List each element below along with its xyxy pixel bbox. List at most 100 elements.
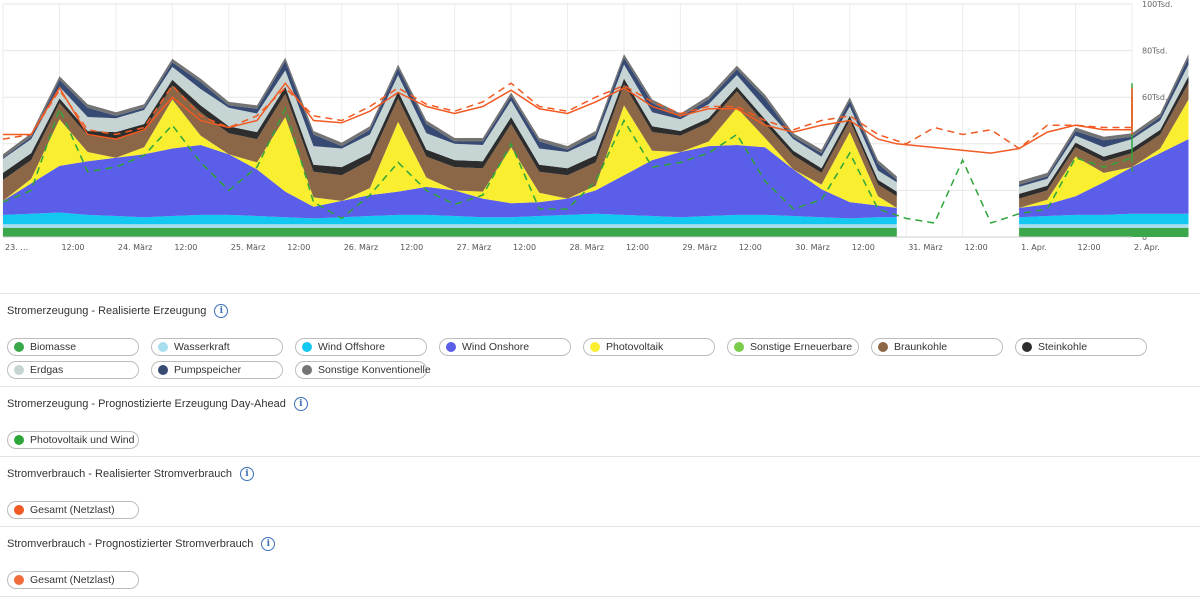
legend-chip[interactable]: Wind Onshore: [439, 338, 571, 356]
legend-chip[interactable]: Sonstige Erneuerbare: [727, 338, 859, 356]
area-steinkohle: [1019, 76, 1189, 199]
legend-chip[interactable]: Sonstige Konventionelle: [295, 361, 431, 379]
x-tick-label: 12:00: [739, 243, 762, 252]
color-dot-icon: [1022, 342, 1032, 352]
info-icon[interactable]: i: [214, 304, 229, 318]
chip-label: Wind Offshore: [318, 341, 385, 353]
chip-label: Wind Onshore: [462, 341, 530, 353]
chart-svg: 020Tsd.40Tsd.60Tsd.80Tsd.100Tsd.23. …12:…: [2, 0, 1189, 252]
legend-chip[interactable]: Gesamt (Netzlast): [7, 571, 139, 589]
line-gesamt-netzlast-prognose: [2, 82, 1133, 150]
color-dot-icon: [14, 365, 24, 375]
area-braunkohle: [3, 84, 897, 208]
x-tick-label: 12:00: [61, 243, 84, 252]
section-title: Stromerzeugung - Prognostizierte Erzeugu…: [7, 398, 286, 410]
section-header: Stromverbrauch - Realisierter Stromverbr…: [7, 467, 254, 481]
area-braunkohle: [1019, 83, 1189, 208]
x-tick-label: 29. März: [682, 243, 717, 252]
area-wind-offshore: [1019, 213, 1189, 225]
color-dot-icon: [158, 365, 168, 375]
chip-label: Photovoltaik: [606, 341, 664, 353]
section-header: Stromerzeugung - Realisierte Erzeugung i: [7, 304, 229, 318]
area-sonstige-konventionelle: [1019, 54, 1189, 185]
info-icon[interactable]: i: [261, 537, 276, 551]
legend-chip[interactable]: Wind Offshore: [295, 338, 427, 356]
color-dot-icon: [14, 575, 24, 585]
x-tick-label: 12:00: [174, 243, 197, 252]
chip-label: Steinkohle: [1038, 341, 1088, 353]
legend-section: Stromverbrauch - Prognostizierter Stromv…: [0, 526, 1200, 596]
info-icon[interactable]: i: [293, 397, 308, 411]
x-tick-label: 12:00: [626, 243, 649, 252]
x-tick-label: 25. März: [231, 243, 266, 252]
color-dot-icon: [590, 342, 600, 352]
legend-section: Stromverbrauch - Realisierter Stromverbr…: [0, 456, 1200, 526]
chip-label: Sonstige Konventionelle: [318, 364, 431, 376]
x-tick-label: 24. März: [118, 243, 153, 252]
section-header: Stromverbrauch - Prognostizierter Stromv…: [7, 537, 276, 551]
info-icon[interactable]: i: [239, 467, 254, 481]
x-tick-label: 1. Apr.: [1021, 243, 1047, 252]
x-tick-label: 12:00: [513, 243, 536, 252]
section-title: Stromverbrauch - Realisierter Stromverbr…: [7, 468, 232, 480]
line-gesamt-netzlast-: [3, 81, 1133, 154]
area-wind-offshore: [3, 212, 897, 225]
section-header: Stromerzeugung - Prognostizierte Erzeugu…: [7, 397, 308, 411]
x-tick-label: 12:00: [852, 243, 875, 252]
bottom-divider: [0, 596, 1200, 597]
area-biomasse: [3, 227, 897, 237]
legend-chip[interactable]: Biomasse: [7, 338, 139, 356]
y-tick-label: 80Tsd.: [1142, 47, 1168, 56]
section-title: Stromerzeugung - Realisierte Erzeugung: [7, 305, 207, 317]
color-dot-icon: [446, 342, 456, 352]
x-tick-label: 12:00: [287, 243, 310, 252]
x-tick-label: 2. Apr.: [1134, 243, 1160, 252]
x-tick-label: 30. März: [795, 243, 830, 252]
area-wasserkraft: [1019, 224, 1189, 228]
area-wind-onshore: [3, 145, 897, 219]
chip-label: Braunkohle: [894, 341, 948, 353]
legend-chip[interactable]: Photovoltaik und Wind: [7, 431, 139, 449]
chip-label: Gesamt (Netzlast): [30, 574, 115, 586]
x-tick-label: 12:00: [1078, 243, 1101, 252]
x-tick-label: 12:00: [400, 243, 423, 252]
legend-section: Stromerzeugung - Realisierte Erzeugung i B…: [0, 293, 1200, 386]
y-tick-label: 100Tsd.: [1142, 0, 1173, 9]
chip-label: Erdgas: [30, 364, 64, 376]
area-photovoltaik: [1019, 99, 1189, 208]
x-tick-label: 23. …: [5, 243, 28, 252]
legend-chip[interactable]: Steinkohle: [1015, 338, 1147, 356]
x-tick-label: 31. März: [908, 243, 943, 252]
area-wind-onshore: [1019, 139, 1189, 218]
legend-chip[interactable]: Photovoltaik: [583, 338, 715, 356]
legend-chip[interactable]: Wasserkraft: [151, 338, 283, 356]
chart: 020Tsd.40Tsd.60Tsd.80Tsd.100Tsd.23. …12:…: [0, 0, 1200, 262]
legend-chip[interactable]: Pumpspeicher: [151, 361, 283, 379]
area-pumpspeicher: [1019, 57, 1189, 187]
x-tick-label: 28. März: [570, 243, 605, 252]
area-erdgas: [1019, 64, 1189, 194]
y-tick-label: 0: [1142, 233, 1147, 242]
color-dot-icon: [302, 342, 312, 352]
chip-label: Gesamt (Netzlast): [30, 504, 115, 516]
legend-chip[interactable]: Braunkohle: [871, 338, 1003, 356]
area-biomasse: [1019, 227, 1189, 237]
x-tick-label: 26. März: [344, 243, 379, 252]
color-dot-icon: [302, 365, 312, 375]
chip-label: Sonstige Erneuerbare: [750, 341, 853, 353]
x-tick-label: 27. März: [457, 243, 492, 252]
color-dot-icon: [878, 342, 888, 352]
legend-chip[interactable]: Erdgas: [7, 361, 139, 379]
x-tick-label: 12:00: [965, 243, 988, 252]
color-dot-icon: [14, 435, 24, 445]
section-title: Stromverbrauch - Prognostizierter Stromv…: [7, 538, 254, 550]
legend-chip[interactable]: Gesamt (Netzlast): [7, 501, 139, 519]
chip-label: Photovoltaik und Wind: [30, 434, 135, 446]
color-dot-icon: [734, 342, 744, 352]
chip-label: Pumpspeicher: [174, 364, 242, 376]
color-dot-icon: [14, 505, 24, 515]
chip-label: Biomasse: [30, 341, 77, 353]
area-wasserkraft: [3, 224, 897, 228]
color-dot-icon: [158, 342, 168, 352]
y-tick-label: 60Tsd.: [1142, 93, 1168, 102]
